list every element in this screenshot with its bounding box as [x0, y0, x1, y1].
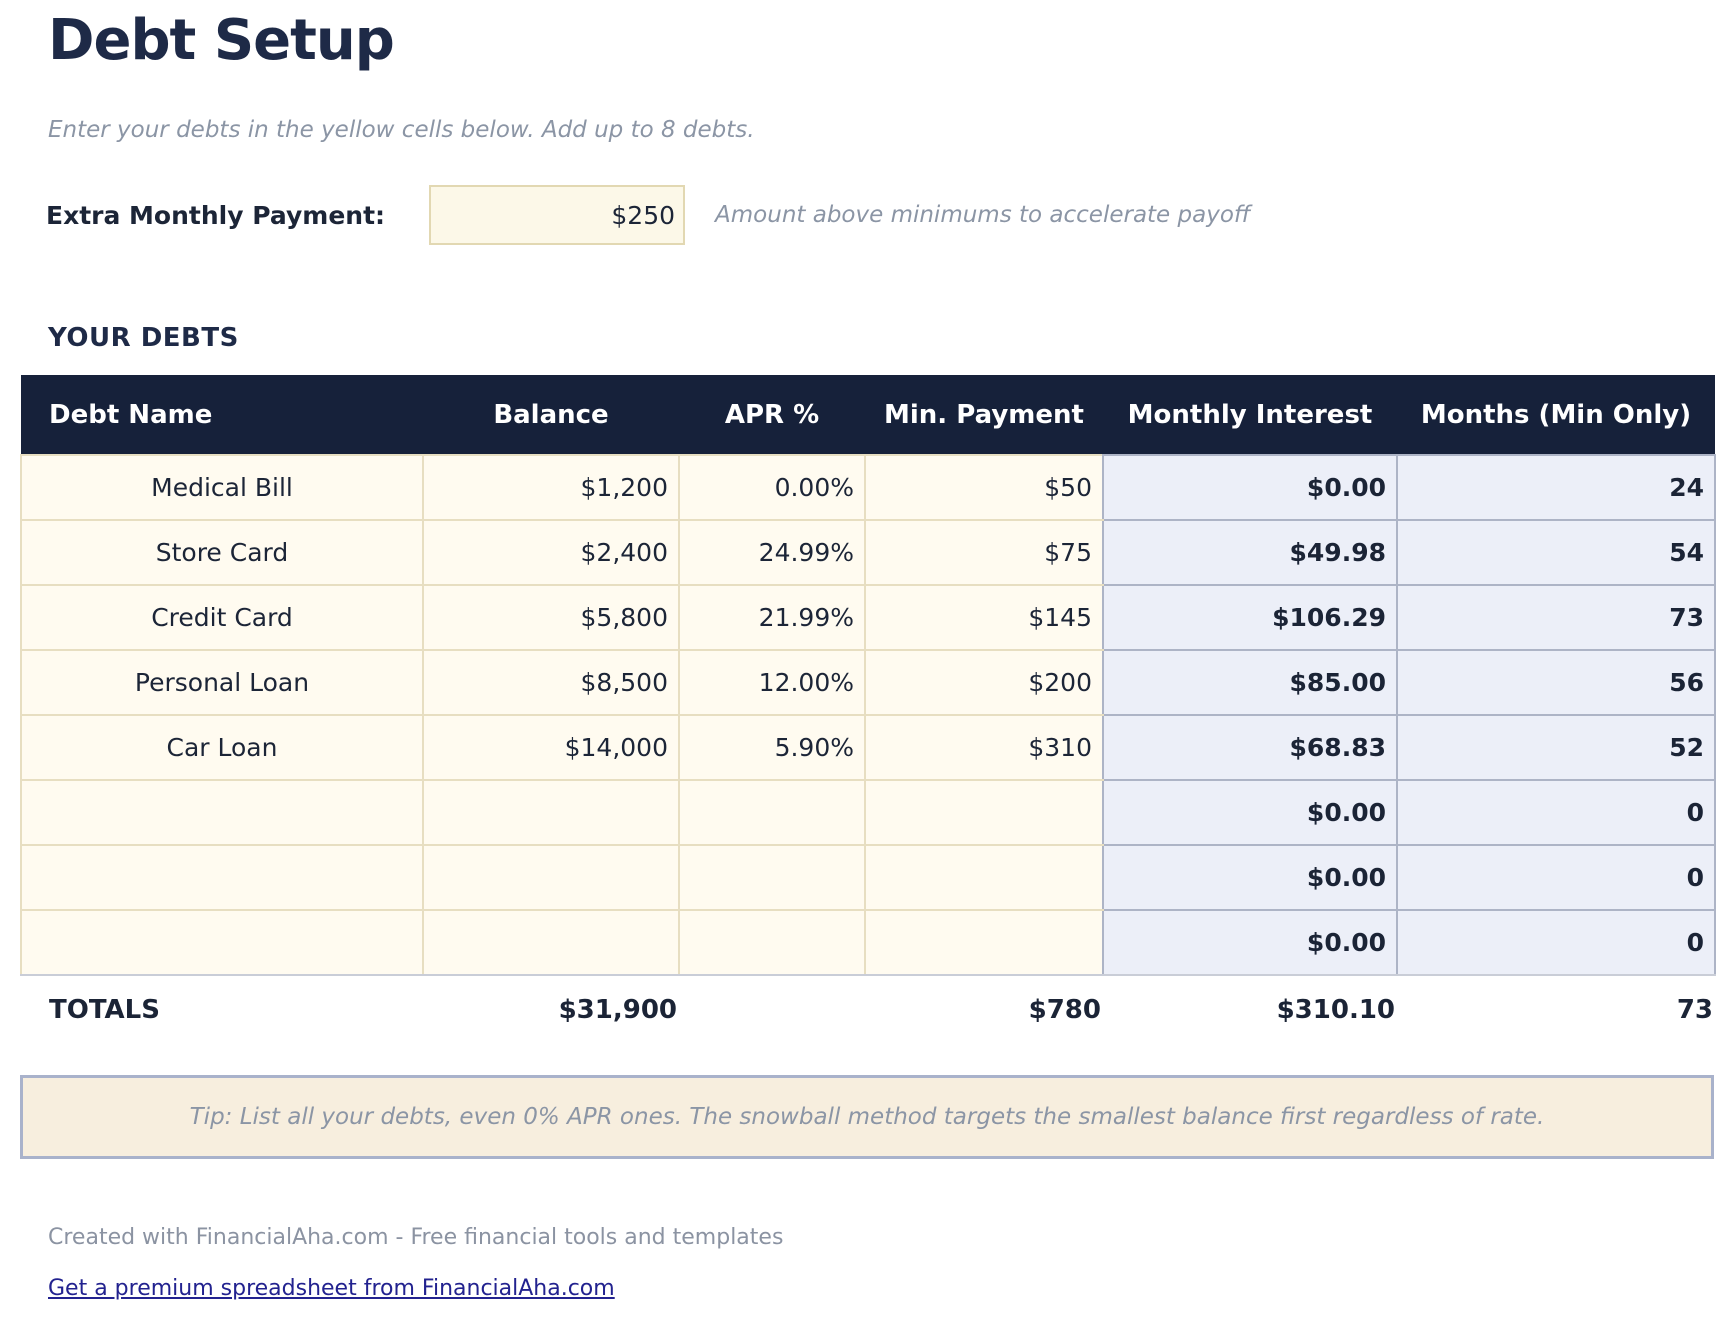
months-cell: 0	[1396, 779, 1716, 846]
debts-table-header: Debt Name Balance APR % Min. Payment Mon…	[21, 375, 1715, 455]
page-subtitle: Enter your debts in the yellow cells bel…	[48, 117, 755, 143]
apr-cell[interactable]	[678, 909, 866, 976]
footer-credit: Created with FinancialAha.com - Free fin…	[48, 1225, 784, 1250]
debt-name-cell[interactable]: Car Loan	[20, 714, 424, 781]
min-payment-cell[interactable]	[864, 844, 1104, 911]
months-cell: 54	[1396, 519, 1716, 586]
apr-cell[interactable]: 5.90%	[678, 714, 866, 781]
balance-cell[interactable]: $5,800	[422, 584, 680, 651]
col-header-debt-name: Debt Name	[21, 375, 423, 455]
debt-name-cell[interactable]	[20, 909, 424, 976]
balance-cell[interactable]	[422, 909, 680, 976]
debt-name-cell[interactable]	[20, 779, 424, 846]
apr-cell[interactable]: 24.99%	[678, 519, 866, 586]
premium-spreadsheet-link[interactable]: Get a premium spreadsheet from Financial…	[48, 1276, 615, 1301]
table-row: $0.00 0	[20, 779, 1716, 846]
totals-balance: $31,900	[423, 975, 679, 1043]
balance-cell[interactable]	[422, 844, 680, 911]
your-debts-heading: YOUR DEBTS	[48, 323, 239, 353]
balance-cell[interactable]: $14,000	[422, 714, 680, 781]
balance-cell[interactable]: $1,200	[422, 454, 680, 521]
debt-name-cell[interactable]: Personal Loan	[20, 649, 424, 716]
monthly-interest-cell: $0.00	[1102, 779, 1398, 846]
col-header-apr: APR %	[679, 375, 865, 455]
debt-name-cell[interactable]: Credit Card	[20, 584, 424, 651]
extra-payment-input[interactable]	[429, 185, 686, 245]
balance-cell[interactable]: $2,400	[422, 519, 680, 586]
totals-apr-empty	[679, 975, 865, 1043]
monthly-interest-cell: $0.00	[1102, 454, 1398, 521]
totals-label: TOTALS	[21, 975, 423, 1043]
table-row: $0.00 0	[20, 844, 1716, 911]
extra-payment-label: Extra Monthly Payment:	[46, 200, 386, 230]
col-header-months: Months (Min Only)	[1397, 375, 1715, 455]
apr-cell[interactable]	[678, 779, 866, 846]
apr-cell[interactable]: 12.00%	[678, 649, 866, 716]
months-cell: 73	[1396, 584, 1716, 651]
totals-min-payment: $780	[865, 975, 1103, 1043]
debts-table: Debt Name Balance APR % Min. Payment Mon…	[20, 375, 1716, 1043]
months-cell: 0	[1396, 909, 1716, 976]
apr-cell[interactable]	[678, 844, 866, 911]
months-cell: 52	[1396, 714, 1716, 781]
table-row: Store Card $2,400 24.99% $75 $49.98 54	[20, 519, 1716, 586]
balance-cell[interactable]: $8,500	[422, 649, 680, 716]
col-header-balance: Balance	[423, 375, 679, 455]
col-header-min-payment: Min. Payment	[865, 375, 1103, 455]
months-cell: 0	[1396, 844, 1716, 911]
monthly-interest-cell: $68.83	[1102, 714, 1398, 781]
apr-cell[interactable]: 21.99%	[678, 584, 866, 651]
header-row: Debt Name Balance APR % Min. Payment Mon…	[21, 375, 1715, 455]
tip-text: Tip: List all your debts, even 0% APR on…	[189, 1104, 1545, 1130]
table-row: $0.00 0	[20, 909, 1716, 976]
tip-box: Tip: List all your debts, even 0% APR on…	[20, 1075, 1714, 1159]
months-cell: 24	[1396, 454, 1716, 521]
extra-payment-row: Extra Monthly Payment: Amount above mini…	[46, 185, 1714, 245]
extra-payment-note: Amount above minimums to accelerate payo…	[715, 202, 1251, 228]
monthly-interest-cell: $0.00	[1102, 844, 1398, 911]
debt-name-cell[interactable]: Store Card	[20, 519, 424, 586]
monthly-interest-cell: $0.00	[1102, 909, 1398, 976]
totals-monthly-interest: $310.10	[1103, 975, 1397, 1043]
min-payment-cell[interactable]: $50	[864, 454, 1104, 521]
table-row: Personal Loan $8,500 12.00% $200 $85.00 …	[20, 649, 1716, 716]
min-payment-cell[interactable]: $310	[864, 714, 1104, 781]
balance-cell[interactable]	[422, 779, 680, 846]
monthly-interest-cell: $85.00	[1102, 649, 1398, 716]
totals-months: 73	[1397, 975, 1715, 1043]
apr-cell[interactable]: 0.00%	[678, 454, 866, 521]
min-payment-cell[interactable]: $75	[864, 519, 1104, 586]
col-header-monthly-interest: Monthly Interest	[1103, 375, 1397, 455]
min-payment-cell[interactable]	[864, 779, 1104, 846]
min-payment-cell[interactable]: $145	[864, 584, 1104, 651]
table-row: Credit Card $5,800 21.99% $145 $106.29 7…	[20, 584, 1716, 651]
page-title: Debt Setup	[48, 8, 395, 73]
months-cell: 56	[1396, 649, 1716, 716]
totals-row: TOTALS $31,900 $780 $310.10 73	[21, 975, 1715, 1043]
min-payment-cell[interactable]	[864, 909, 1104, 976]
debt-name-cell[interactable]	[20, 844, 424, 911]
min-payment-cell[interactable]: $200	[864, 649, 1104, 716]
table-row: Car Loan $14,000 5.90% $310 $68.83 52	[20, 714, 1716, 781]
table-row: Medical Bill $1,200 0.00% $50 $0.00 24	[20, 454, 1716, 521]
debt-name-cell[interactable]: Medical Bill	[20, 454, 424, 521]
monthly-interest-cell: $49.98	[1102, 519, 1398, 586]
monthly-interest-cell: $106.29	[1102, 584, 1398, 651]
